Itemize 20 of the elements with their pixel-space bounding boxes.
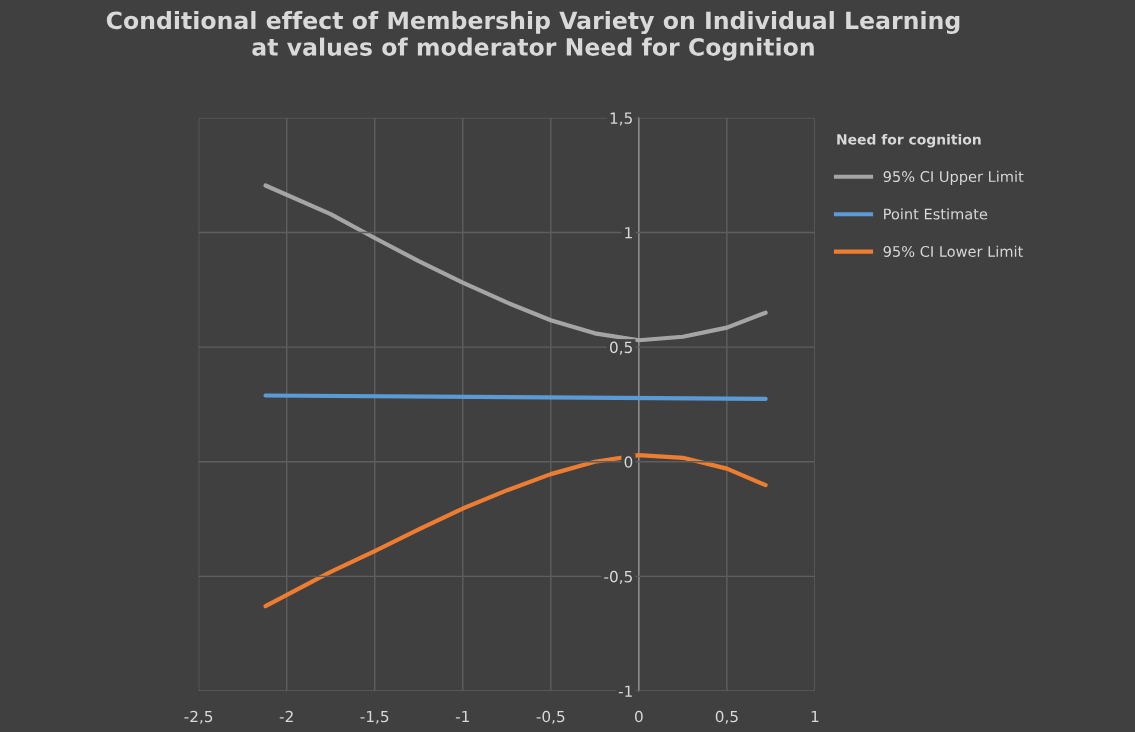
y-tick-label: 1,5 [610, 112, 632, 126]
legend-title: Need for cognition [837, 133, 981, 148]
x-tick-label: -0,5 [536, 710, 565, 724]
x-tick-label: -1,5 [360, 710, 389, 724]
y-tick-label: -1 [618, 685, 632, 697]
x-tick-label: 0,5 [715, 710, 738, 724]
x-tick-label: 1 [811, 710, 819, 723]
y-tick-label: -0,5 [604, 570, 632, 584]
y-tick-label: 0 [624, 456, 633, 468]
legend-label: Point Estimate [884, 208, 988, 220]
y-tick-label: 1 [625, 227, 632, 239]
x-tick-label: -1 [455, 710, 469, 723]
x-tick-label: -2,5 [184, 710, 213, 724]
legend-label: 95% CI Upper Limit [883, 170, 1024, 185]
legend-label: 95% CI Lower Limit [883, 245, 1023, 257]
x-tick-label: -2 [279, 710, 293, 723]
y-tick-label: 0,5 [610, 341, 632, 355]
x-tick-label: 0 [634, 710, 643, 723]
line-series [263, 453, 768, 609]
chart-title: Conditional effect of Membership Variety on Individual Learning at values of moderator Need for Cognition [106, 10, 960, 61]
